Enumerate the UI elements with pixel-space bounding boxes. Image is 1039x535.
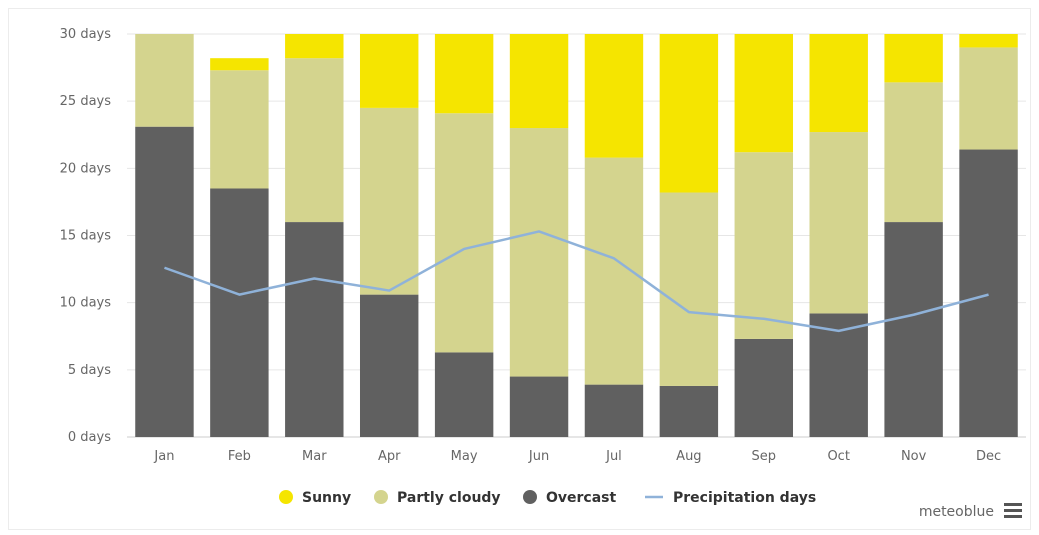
x-tick-label: Dec [976, 449, 1001, 464]
bar-partly-cloudy-dec[interactable] [959, 47, 1018, 150]
bar-overcast-apr[interactable] [359, 294, 419, 437]
y-tick-label: 20 days [60, 161, 112, 176]
y-tick-label: 0 days [68, 430, 111, 445]
legend-label: Sunny [302, 490, 351, 506]
x-axis: Jan Feb Mar Apr May Jun Jul Aug Sep Oct Nov Dec [153, 449, 1001, 464]
bar-partly-cloudy-oct[interactable] [809, 132, 868, 314]
bar-sunny-aug[interactable] [659, 34, 719, 193]
grid-lines [127, 33, 1026, 438]
legend-label: Precipitation days [673, 490, 816, 506]
bars [135, 34, 1018, 437]
bar-sunny-nov[interactable] [884, 34, 943, 83]
bar-overcast-oct[interactable] [809, 313, 868, 437]
bar-sunny-dec[interactable] [959, 34, 1018, 48]
legend-item-precipitation-days[interactable]: Precipitation days [645, 490, 816, 506]
bar-sunny-sep[interactable] [734, 34, 794, 153]
hamburger-menu-icon[interactable] [1004, 503, 1022, 518]
bar-overcast-jun[interactable] [509, 376, 569, 437]
y-axis: 0 days 5 days 10 days 15 days 20 days 25 days… [60, 27, 112, 445]
legend-dot-marker [279, 490, 293, 504]
x-tick-label: Mar [302, 449, 327, 464]
legend-dot-marker [523, 490, 537, 504]
bar-sunny-may[interactable] [434, 34, 494, 114]
bar-sunny-mar[interactable] [285, 34, 344, 59]
bar-overcast-jul[interactable] [584, 384, 644, 437]
bar-overcast-nov[interactable] [884, 222, 943, 437]
y-tick-label: 10 days [60, 296, 112, 311]
legend: Sunny Partly cloudy Overcast Precipitation … [279, 490, 816, 506]
bar-overcast-may[interactable] [434, 352, 494, 437]
y-tick-label: 30 days [60, 27, 112, 42]
bar-partly-cloudy-may[interactable] [434, 113, 494, 353]
bar-partly-cloudy-jun[interactable] [509, 128, 569, 377]
bar-sunny-oct[interactable] [809, 34, 868, 133]
line-precipitation-days[interactable] [164, 230, 989, 333]
bar-overcast-aug[interactable] [659, 385, 719, 437]
bar-overcast-feb[interactable] [210, 188, 269, 437]
legend-item-overcast[interactable]: Overcast [523, 490, 617, 506]
bar-overcast-dec[interactable] [959, 149, 1018, 437]
bar-partly-cloudy-jul[interactable] [584, 157, 644, 385]
x-tick-label: Sep [752, 449, 777, 464]
bar-partly-cloudy-jan[interactable] [135, 34, 194, 127]
chart-container: 0 days 5 days 10 days 15 days 20 days 25 days… [8, 8, 1031, 530]
bar-overcast-mar[interactable] [285, 222, 344, 437]
x-tick-label: May [451, 449, 478, 464]
x-tick-label: Oct [827, 449, 849, 464]
legend-item-partly-cloudy[interactable]: Partly cloudy [374, 490, 501, 506]
y-tick-label: 5 days [68, 363, 111, 378]
bar-sunny-apr[interactable] [359, 34, 419, 108]
bar-partly-cloudy-apr[interactable] [359, 107, 419, 295]
legend-label: Overcast [546, 490, 617, 506]
bar-partly-cloudy-mar[interactable] [285, 58, 344, 223]
x-tick-label: Nov [901, 449, 927, 464]
bar-sunny-feb[interactable] [210, 58, 269, 71]
bar-partly-cloudy-aug[interactable] [659, 192, 719, 386]
x-tick-label: Jan [153, 449, 174, 464]
legend-item-sunny[interactable]: Sunny [279, 490, 351, 506]
y-tick-label: 15 days [60, 229, 112, 244]
chart-svg: 0 days 5 days 10 days 15 days 20 days 25 days… [60, 27, 1026, 520]
bar-overcast-jan[interactable] [135, 126, 194, 437]
y-tick-label: 25 days [60, 94, 112, 109]
x-tick-label: Feb [228, 449, 251, 464]
bar-sunny-jul[interactable] [584, 34, 644, 158]
bar-partly-cloudy-sep[interactable] [734, 152, 794, 339]
precipitation-line [164, 230, 989, 333]
legend-dot-marker [374, 490, 388, 504]
bar-sunny-jun[interactable] [509, 34, 569, 129]
bar-partly-cloudy-feb[interactable] [210, 70, 269, 189]
bar-overcast-sep[interactable] [734, 338, 794, 437]
x-tick-label: Jun [528, 449, 549, 464]
legend-label: Partly cloudy [397, 490, 501, 506]
credit-text[interactable]: meteoblue [919, 504, 994, 520]
x-tick-label: Apr [378, 449, 401, 464]
x-tick-label: Jul [605, 449, 622, 464]
bar-partly-cloudy-nov[interactable] [884, 82, 943, 223]
x-tick-label: Aug [676, 449, 701, 464]
